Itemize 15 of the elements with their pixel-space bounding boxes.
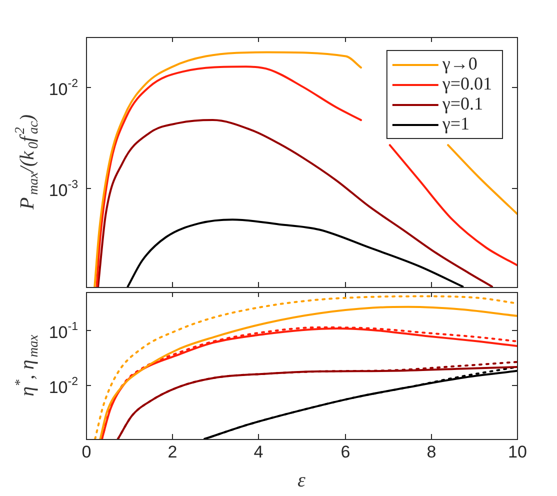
line-series (97, 119, 493, 287)
y-axis-title: η*, ηmax (12, 334, 41, 396)
x-axis-title: ε (298, 469, 306, 492)
x-tick-label: 0 (82, 442, 92, 462)
legend-label: γ=0.1 (441, 94, 484, 114)
legend-label: γ=1 (441, 114, 470, 134)
y-axis-title: Pmax/(k0fac2) (12, 114, 41, 210)
x-tick-label: 10 (508, 442, 527, 462)
line-series (126, 218, 464, 287)
legend-label: γ=0.01 (441, 74, 492, 94)
x-tick-label: 6 (340, 442, 350, 462)
x-tick-label: 8 (426, 442, 436, 462)
x-tick-label: 2 (168, 442, 178, 462)
x-tick-label: 4 (254, 442, 264, 462)
legend-label: γ→0 (441, 54, 478, 74)
